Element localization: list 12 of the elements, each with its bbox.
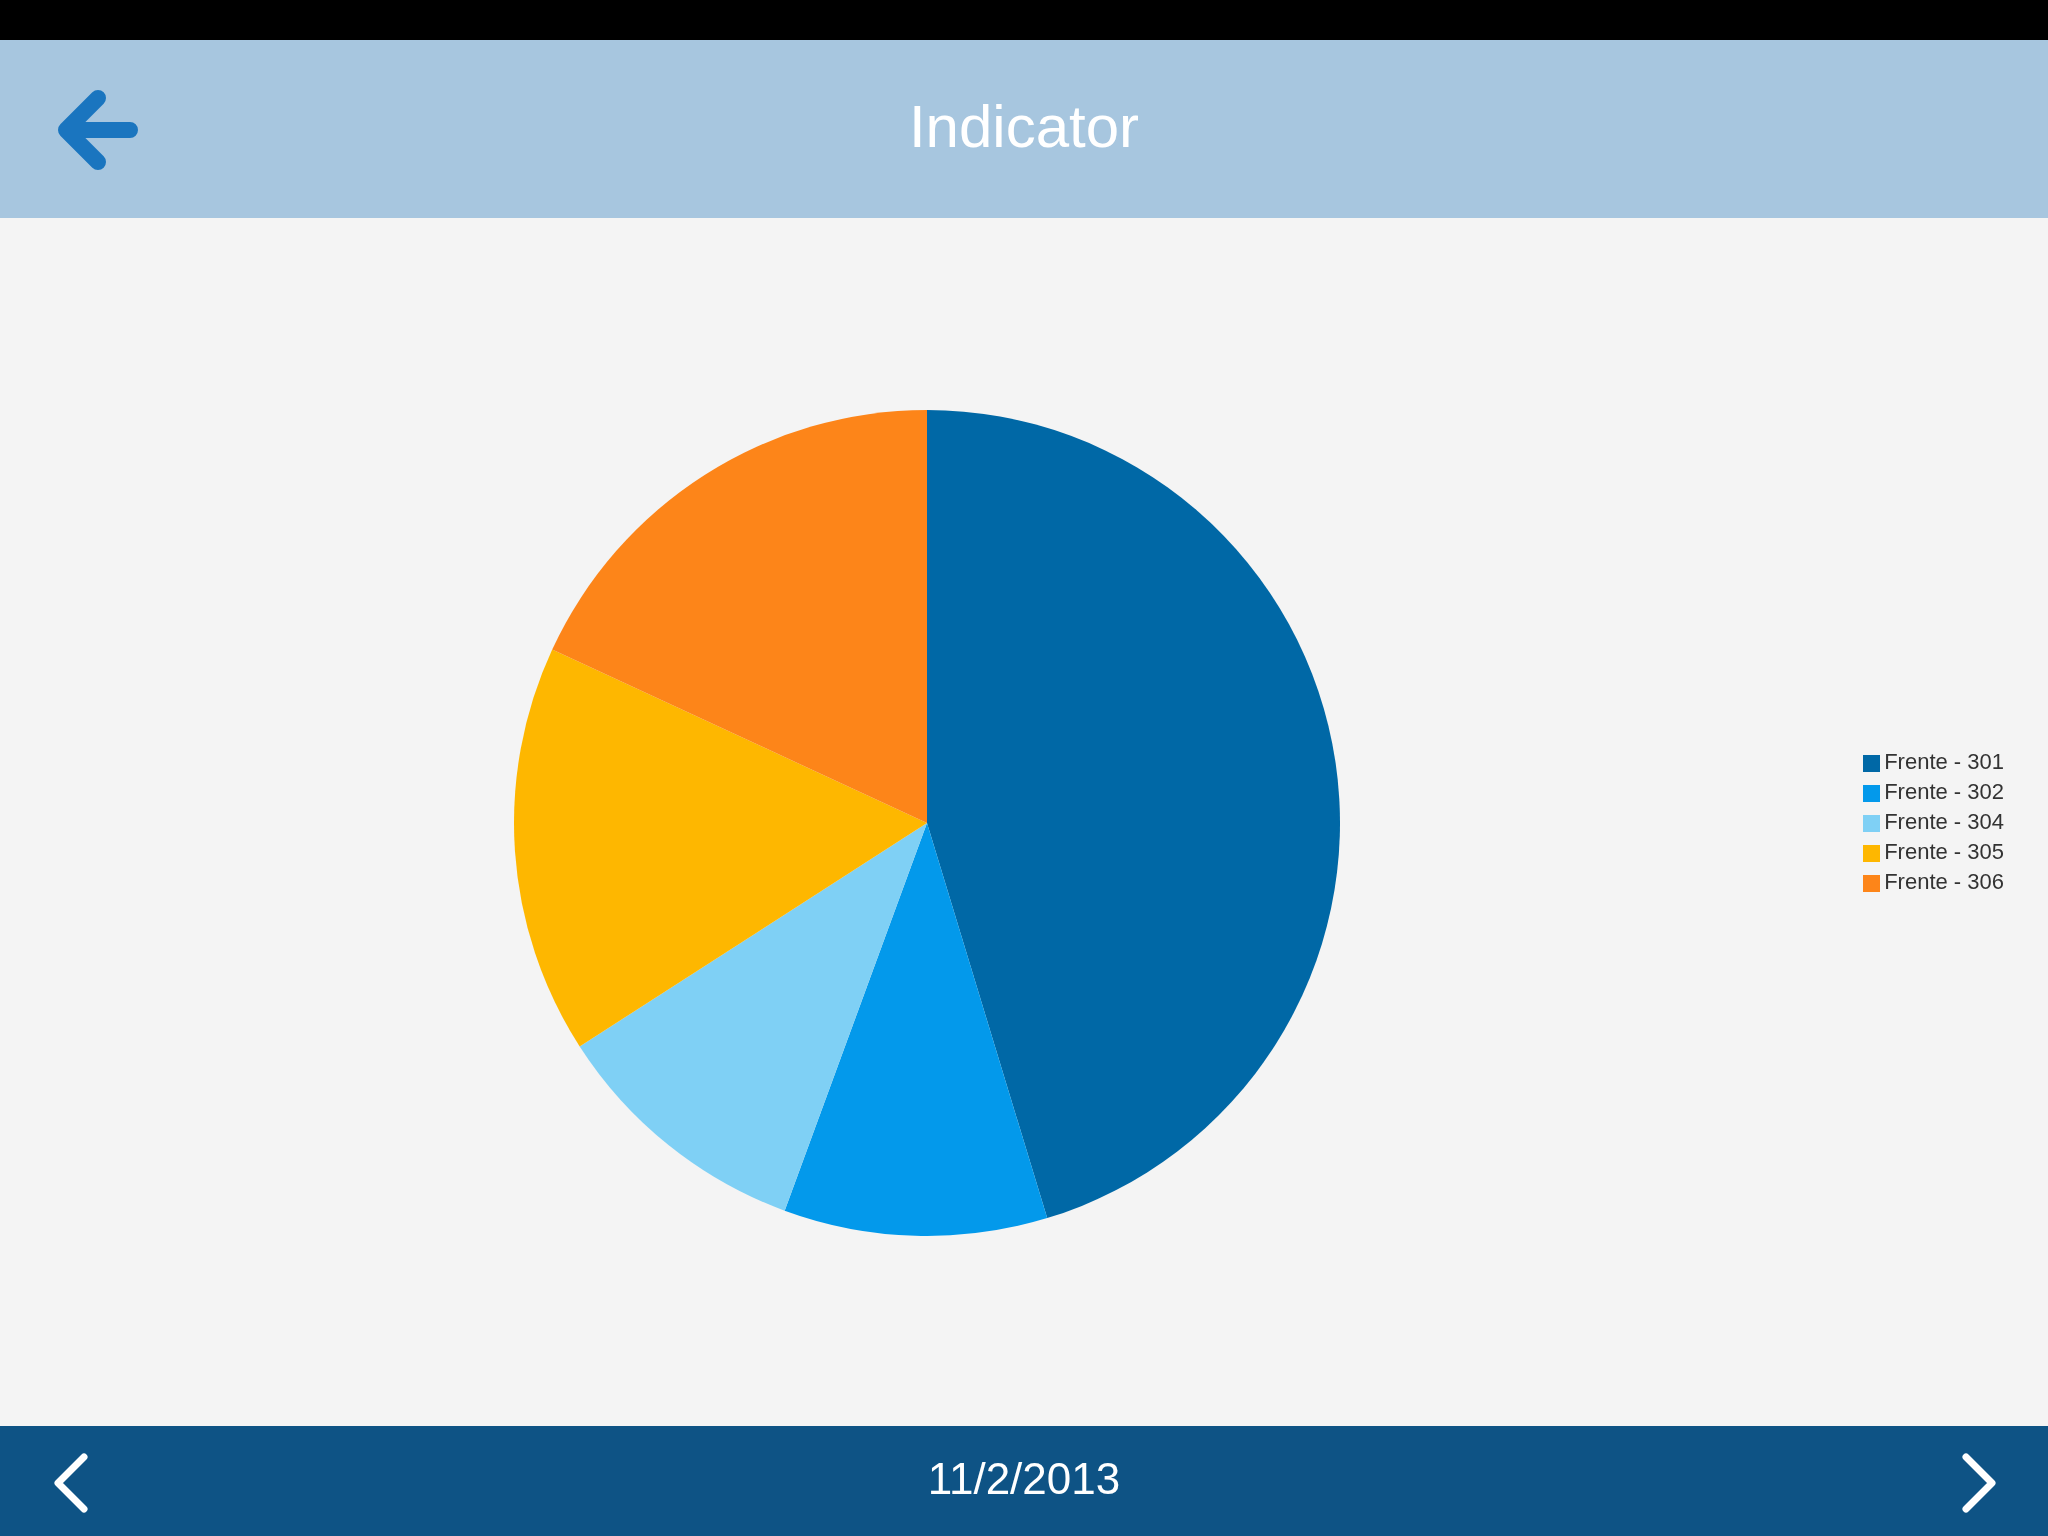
pie-slice — [927, 410, 1340, 1219]
text: 11/2/2013 — [926, 1454, 1122, 1504]
pie-slice — [514, 649, 927, 1047]
legend-label: Frente - 306 — [1884, 869, 2004, 894]
pie-slice — [579, 823, 927, 1211]
chart-title: Indicator — [907, 92, 1141, 161]
legend-label: Frente - 302 — [1884, 779, 2004, 804]
pie-slice — [784, 823, 1048, 1236]
pie-slice — [552, 410, 927, 823]
legend-label: Frente - 305 — [1884, 839, 2004, 864]
legend-label: Frente - 301 — [1884, 749, 2004, 774]
legend-label: Frente - 304 — [1884, 809, 2004, 834]
